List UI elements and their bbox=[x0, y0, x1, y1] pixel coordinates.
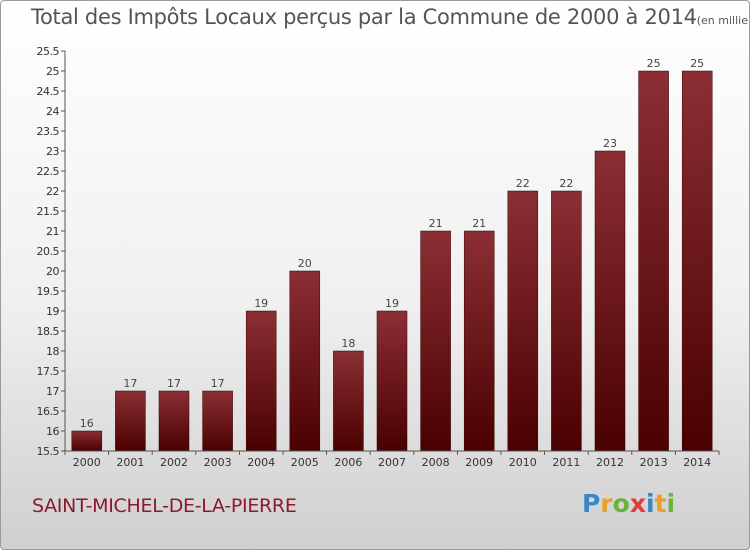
data-label: 22 bbox=[559, 177, 573, 190]
bar bbox=[463, 230, 495, 452]
data-label: 17 bbox=[211, 377, 225, 390]
logo-letter: i bbox=[666, 489, 676, 518]
bar bbox=[202, 390, 233, 452]
bar bbox=[115, 390, 146, 452]
y-tick-label: 17 bbox=[46, 385, 59, 398]
bar bbox=[420, 230, 451, 452]
y-tick-label: 25.5 bbox=[37, 45, 60, 58]
x-tick-label: 2010 bbox=[509, 456, 537, 469]
data-label: 17 bbox=[123, 377, 137, 390]
x-tick-label: 2005 bbox=[291, 456, 319, 469]
x-tick-label: 2003 bbox=[204, 456, 232, 469]
data-label: 25 bbox=[647, 57, 661, 70]
bar bbox=[158, 390, 190, 452]
data-label: 25 bbox=[690, 57, 704, 70]
x-tick-label: 2008 bbox=[422, 456, 450, 469]
bar bbox=[681, 70, 713, 452]
title-unit: (en milliers d'€) bbox=[696, 14, 749, 27]
bar bbox=[638, 70, 669, 452]
x-tick-label: 2002 bbox=[160, 456, 188, 469]
data-label: 19 bbox=[385, 297, 399, 310]
y-tick-label: 16.5 bbox=[37, 405, 60, 418]
y-tick-label: 17.5 bbox=[37, 365, 60, 378]
bar bbox=[594, 150, 626, 452]
y-tick-label: 19 bbox=[46, 305, 59, 318]
data-label: 21 bbox=[429, 217, 443, 230]
x-tick-label: 2013 bbox=[640, 456, 668, 469]
x-tick-label: 2006 bbox=[334, 456, 362, 469]
data-label: 20 bbox=[298, 257, 312, 270]
logo-letter: i bbox=[646, 489, 655, 518]
bar bbox=[245, 310, 277, 452]
data-label: 18 bbox=[341, 337, 355, 350]
x-tick-label: 2004 bbox=[247, 456, 275, 469]
y-tick-label: 22.5 bbox=[37, 165, 60, 178]
logo-letter: t bbox=[654, 489, 667, 518]
y-tick-label: 25 bbox=[46, 65, 59, 78]
x-tick-label: 2001 bbox=[116, 456, 144, 469]
data-label: 17 bbox=[167, 377, 181, 390]
data-label: 19 bbox=[254, 297, 268, 310]
y-tick-label: 23.5 bbox=[37, 125, 60, 138]
y-tick-label: 23 bbox=[46, 145, 59, 158]
data-label: 23 bbox=[603, 137, 617, 150]
y-tick-label: 24.5 bbox=[37, 85, 60, 98]
title-main: Total des Impôts Locaux perçus par la Co… bbox=[31, 5, 697, 29]
y-tick-label: 21 bbox=[46, 225, 59, 238]
y-tick-label: 16 bbox=[46, 425, 59, 438]
y-tick-label: 24 bbox=[46, 105, 59, 118]
logo-letter: P bbox=[582, 489, 601, 518]
x-tick-label: 2007 bbox=[378, 456, 406, 469]
bar bbox=[333, 350, 364, 452]
y-tick-label: 20 bbox=[46, 265, 59, 278]
x-tick-label: 2012 bbox=[596, 456, 624, 469]
bar bbox=[289, 270, 321, 452]
bar bbox=[507, 190, 539, 452]
proxiti-logo: Proxiti bbox=[582, 489, 675, 518]
y-tick-label: 21.5 bbox=[37, 205, 60, 218]
y-tick-label: 18 bbox=[46, 345, 59, 358]
y-tick-label: 20.5 bbox=[37, 245, 60, 258]
x-tick-label: 2000 bbox=[73, 456, 101, 469]
y-tick-label: 18.5 bbox=[37, 325, 60, 338]
data-label: 21 bbox=[472, 217, 486, 230]
y-tick-label: 19.5 bbox=[37, 285, 60, 298]
y-tick-label: 15.5 bbox=[37, 445, 60, 458]
logo-letter: r bbox=[600, 489, 613, 518]
chart-title: Total des Impôts Locaux perçus par la Co… bbox=[31, 5, 749, 29]
bar bbox=[551, 190, 582, 452]
x-tick-label: 2009 bbox=[465, 456, 493, 469]
bar bbox=[376, 310, 408, 452]
data-label: 16 bbox=[80, 417, 94, 430]
y-tick-label: 22 bbox=[46, 185, 59, 198]
x-tick-label: 2011 bbox=[552, 456, 580, 469]
logo-letter: o bbox=[612, 489, 630, 518]
data-label: 22 bbox=[516, 177, 530, 190]
bar bbox=[71, 430, 103, 452]
commune-name: SAINT-MICHEL-DE-LA-PIERRE bbox=[32, 495, 297, 517]
logo-letter: x bbox=[629, 489, 646, 518]
x-tick-label: 2014 bbox=[683, 456, 711, 469]
